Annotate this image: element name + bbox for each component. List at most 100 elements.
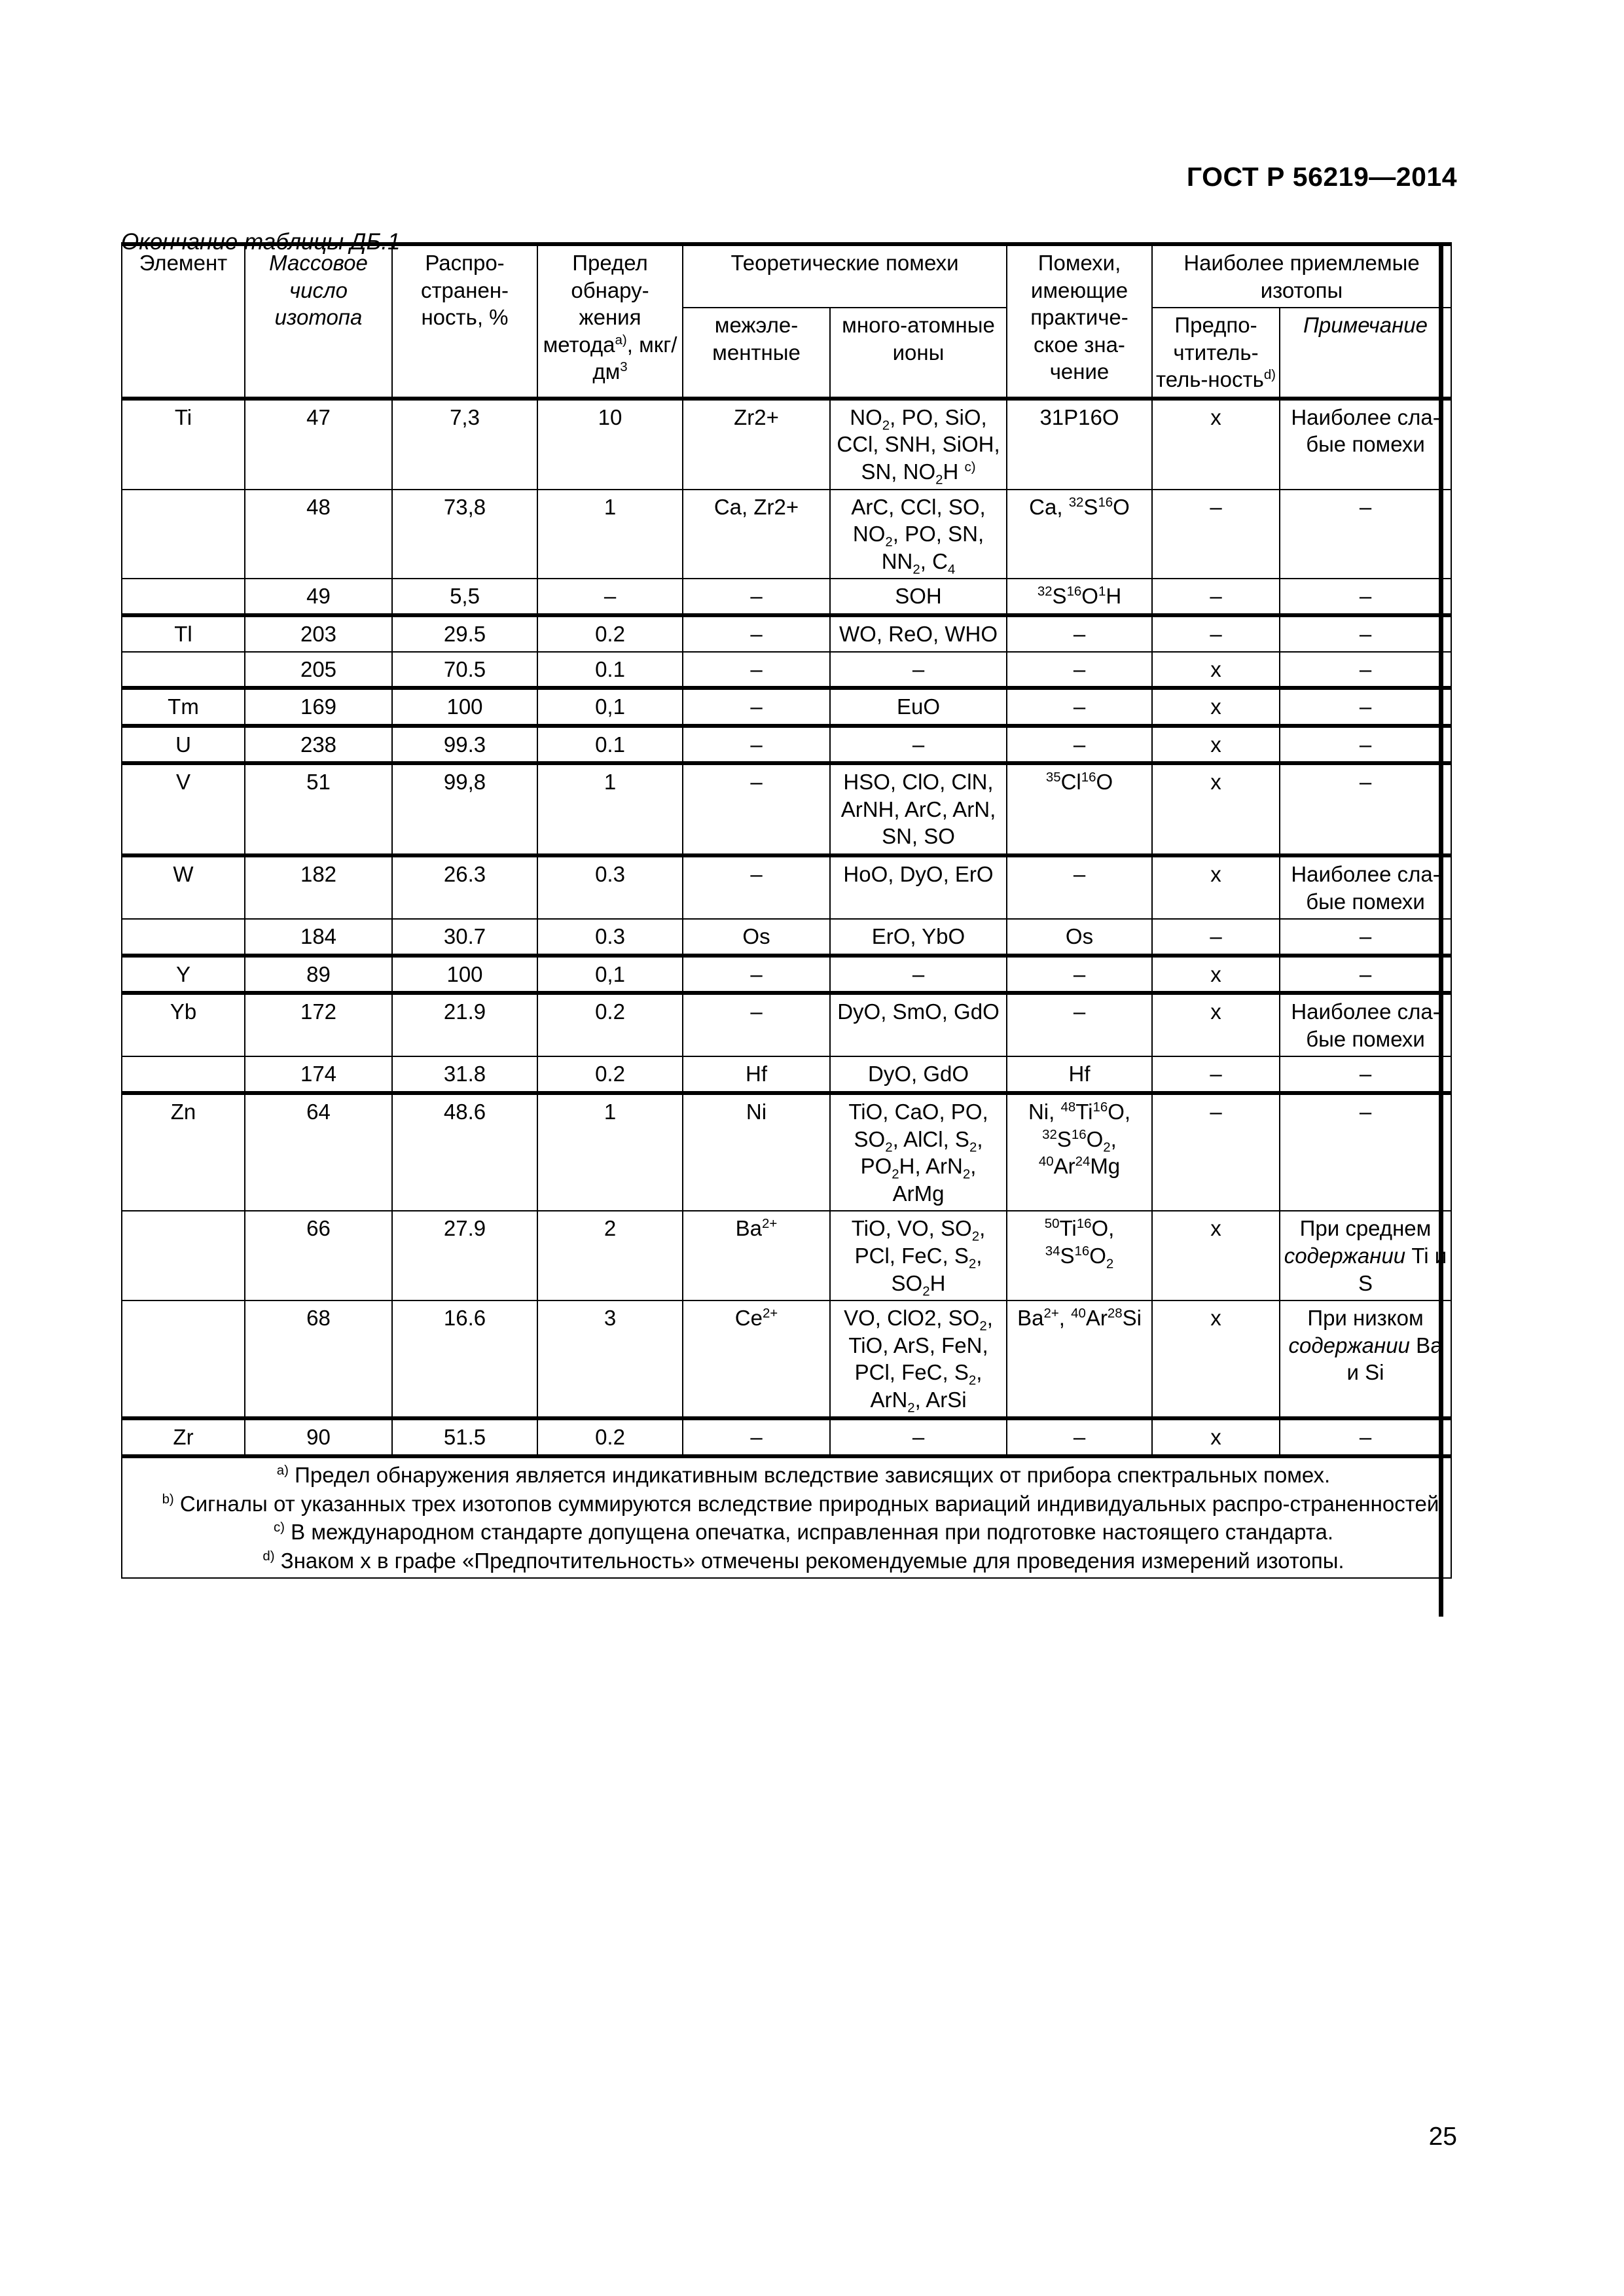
col-header-note: Примечание (1279, 307, 1452, 399)
cell-interelement-interference: Ce2+ (682, 1300, 831, 1420)
cell-element (121, 918, 245, 956)
footnote-item: a) Предел обнаружения является индикатив… (276, 1462, 1331, 1487)
cell-preference: x (1151, 853, 1280, 920)
cell-interelement-interference: Ba2+ (682, 1210, 831, 1302)
col-header-abundance: Распро-странен-ность, % (391, 242, 538, 399)
table-row: 184 30.7 0.3 Os ErO, YbO Os – – (121, 918, 1452, 956)
cell-mass-number: 182 (244, 853, 393, 920)
cell-note: – (1279, 953, 1452, 994)
cell-practical-interference: 32S16O1H (1006, 578, 1153, 616)
cell-mass-number: 174 (244, 1056, 393, 1094)
cell-element: U (121, 723, 245, 764)
cell-detection-limit: 0.2 (537, 1056, 683, 1094)
cell-abundance: 16.6 (391, 1300, 538, 1420)
cell-polyatomic-ions: WO, ReO, WHO (829, 613, 1007, 653)
cell-detection-limit: 0.1 (537, 651, 683, 689)
cell-interelement-interference: Zr2+ (682, 396, 831, 490)
cell-interelement-interference: – (682, 723, 831, 764)
col-header-mass-number: Массовое число изотопа (244, 242, 393, 399)
cell-interelement-interference: – (682, 686, 831, 726)
table-row: 205 70.5 0.1– – – x – (121, 651, 1452, 689)
footnote-marker-d: d) (1263, 367, 1276, 383)
cell-polyatomic-ions: VO, ClO2, SO2, TiO, ArS, FeN, PCl, FeC, … (829, 1300, 1007, 1420)
table-row: Y 89 100 0,1– – – x – (121, 953, 1452, 994)
cell-polyatomic-ions: – (829, 1416, 1007, 1458)
cell-polyatomic-ions: TiO, CaO, PO, SO2, AlCl, S2, PO2H, ArN2,… (829, 1091, 1007, 1212)
col-header-detection-limit: Предел обнару-жения методаa), мкг/дм3 (537, 242, 683, 399)
table-row: Tl 203 29.5 0.2– WO, ReO, WHO – – – (121, 613, 1452, 653)
cell-note: – (1279, 1091, 1452, 1212)
cell-abundance: 99.3 (391, 723, 538, 764)
cell-mass-number: 90 (244, 1416, 393, 1458)
cell-interelement-interference: Os (682, 918, 831, 956)
col-header-theoretical-interference: Теоретические помехи (682, 242, 1007, 309)
cell-abundance: 100 (391, 953, 538, 994)
cell-preference: x (1151, 991, 1280, 1058)
cell-detection-limit: – (537, 578, 683, 616)
col-header-preference: Предпо-чтитель-тель-ностьd) (1151, 307, 1280, 399)
footnote-item: c) В международном стандарте допущена оп… (273, 1520, 1334, 1545)
cell-interelement-interference: Hf (682, 1056, 831, 1094)
cell-polyatomic-ions: – (829, 953, 1007, 994)
cell-mass-number: 47 (244, 396, 393, 490)
cell-mass-number: 184 (244, 918, 393, 956)
cell-preference: – (1151, 918, 1280, 956)
cell-element: V (121, 761, 245, 856)
cell-polyatomic-ions: HoO, DyO, ErO (829, 853, 1007, 920)
cell-mass-number: 172 (244, 991, 393, 1058)
cell-note: – (1279, 651, 1452, 689)
cell-interelement-interference: – (682, 651, 831, 689)
cell-detection-limit: 0.2 (537, 613, 683, 653)
cell-polyatomic-ions: EuO (829, 686, 1007, 726)
cell-note: – (1279, 1416, 1452, 1458)
cell-mass-number: 48 (244, 488, 393, 580)
cell-mass-number: 169 (244, 686, 393, 726)
cell-practical-interference: Ni, 48Ti16O, 32S16O2, 40Ar24Mg (1006, 1091, 1153, 1212)
table-row: Zn 64 48.6 1 Ni TiO, CaO, PO, SO2, AlCl, S2, … (121, 1091, 1452, 1212)
cell-preference: – (1151, 578, 1280, 616)
cell-note: – (1279, 761, 1452, 856)
cell-element (121, 1300, 245, 1420)
cell-abundance: 31.8 (391, 1056, 538, 1094)
cell-mass-number: 205 (244, 651, 393, 689)
table-row: 68 16.6 3 Ce2+ VO, ClO2, SO2, TiO, ArS, FeN,… (121, 1300, 1452, 1420)
cell-element (121, 651, 245, 689)
cell-detection-limit: 2 (537, 1210, 683, 1302)
table-row: 66 27.9 2 Ba2+ TiO, VO, SO2, PCl, FeC, S2, S… (121, 1210, 1452, 1302)
header-row-1: Элемент Массовое число изотопа Распро-ст… (121, 242, 1452, 399)
cell-element: Y (121, 953, 245, 994)
cell-polyatomic-ions: DyO, GdO (829, 1056, 1007, 1094)
footnote-marker-a: a) (615, 332, 627, 348)
page-number: 25 (1428, 2123, 1457, 2151)
cell-element: Tm (121, 686, 245, 726)
cell-practical-interference: Os (1006, 918, 1153, 956)
cell-detection-limit: 0,1 (537, 686, 683, 726)
cell-mass-number: 203 (244, 613, 393, 653)
cell-note: Наиболее сла-бые помехи (1279, 991, 1452, 1058)
table-head: Элемент Массовое число изотопа Распро-ст… (121, 242, 1452, 399)
cell-note: – (1279, 918, 1452, 956)
cell-note: Наиболее сла-бые помехи (1279, 853, 1452, 920)
table-row: 49 5,5– – SOH 32S16O1H – – (121, 578, 1452, 616)
cell-abundance: 51.5 (391, 1416, 538, 1458)
cell-mass-number: 51 (244, 761, 393, 856)
cell-detection-limit: 3 (537, 1300, 683, 1420)
cell-practical-interference: – (1006, 953, 1153, 994)
cell-abundance: 70.5 (391, 651, 538, 689)
cell-abundance: 21.9 (391, 991, 538, 1058)
cell-element (121, 578, 245, 616)
footnotes-block: a) Предел обнаружения является индикатив… (121, 1455, 1452, 1579)
cell-preference: x (1151, 1210, 1280, 1302)
cell-note: – (1279, 1056, 1452, 1094)
cell-abundance: 73,8 (391, 488, 538, 580)
cell-abundance: 99,8 (391, 761, 538, 856)
cell-note: Наиболее сла-бые помехи (1279, 396, 1452, 490)
cell-preference: x (1151, 723, 1280, 764)
cell-practical-interference: 50Ti16O, 34S16O2 (1006, 1210, 1153, 1302)
cell-note: – (1279, 578, 1452, 616)
cell-preference: – (1151, 1091, 1280, 1212)
cell-element: Zn (121, 1091, 245, 1212)
cell-mass-number: 89 (244, 953, 393, 994)
table-row: Zr 90 51.5 0.2– – – x – (121, 1416, 1452, 1458)
